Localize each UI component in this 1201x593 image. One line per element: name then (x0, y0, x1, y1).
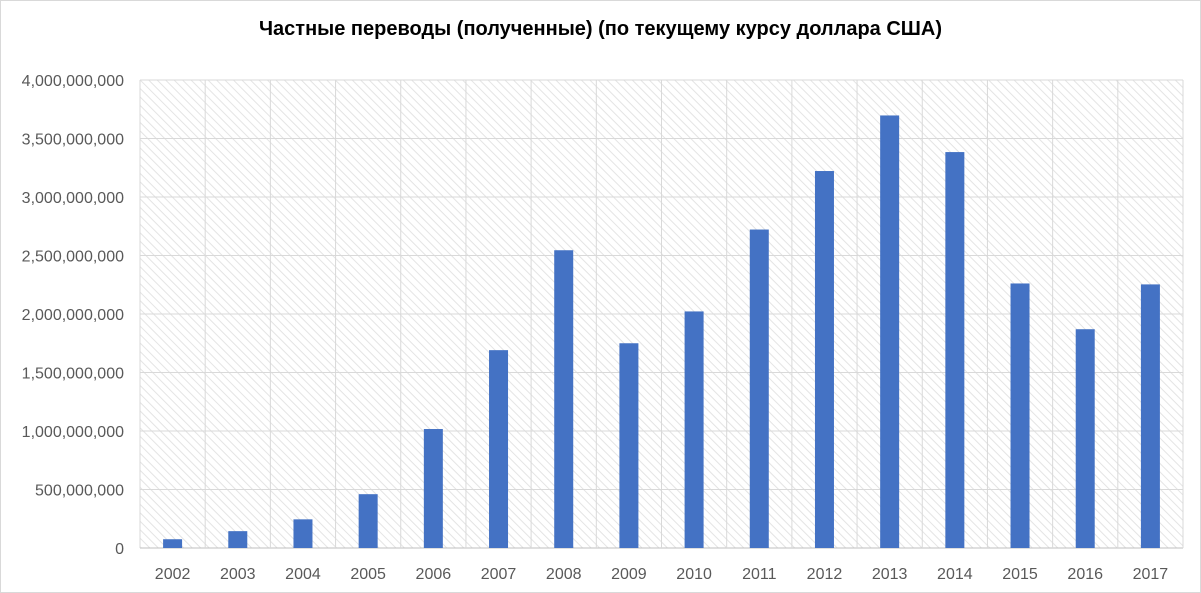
bar-2004 (293, 519, 313, 548)
bar-2017 (1140, 284, 1160, 548)
y-tick-label: 2,000,000,000 (22, 307, 124, 324)
y-tick-label: 3,500,000,000 (22, 132, 124, 149)
x-tick-label: 2004 (285, 566, 321, 583)
bar-2015 (1010, 283, 1030, 548)
bar-2010 (684, 311, 704, 548)
bar-2009 (619, 343, 639, 548)
bar-2003 (228, 531, 248, 548)
x-tick-label: 2009 (611, 566, 647, 583)
chart-title: Частные переводы (полученные) (по текуще… (258, 18, 943, 40)
y-tick-label: 4,000,000,000 (22, 73, 124, 90)
x-tick-label: 2017 (1133, 566, 1169, 583)
bar-2016 (1075, 329, 1095, 548)
y-tick-label: 0 (115, 541, 124, 558)
y-tick-label: 500,000,000 (35, 483, 124, 500)
x-tick-label: 2011 (742, 566, 777, 583)
x-tick-label: 2003 (220, 566, 256, 583)
x-tick-label: 2005 (350, 566, 386, 583)
x-tick-label: 2015 (1002, 566, 1038, 583)
y-tick-label: 1,000,000,000 (22, 424, 124, 441)
x-tick-label: 2013 (872, 566, 908, 583)
bar-2014 (945, 152, 965, 548)
x-tick-label: 2007 (481, 566, 517, 583)
bar-2012 (814, 171, 834, 548)
bar-2013 (880, 115, 900, 549)
x-axis-ticks: 2002 2003 2004 2005 2006 2007 2008 2009 2010 2011… (155, 566, 1169, 583)
y-tick-label: 3,000,000,000 (22, 190, 124, 207)
y-tick-label: 2,500,000,000 (22, 249, 124, 266)
bar-2006 (423, 429, 443, 548)
x-tick-label: 2006 (416, 566, 452, 583)
x-tick-label: 2010 (676, 566, 712, 583)
x-tick-label: 2002 (155, 566, 191, 583)
y-tick-label: 1,500,000,000 (22, 366, 124, 383)
bar-2011 (749, 229, 769, 548)
x-tick-label: 2012 (807, 566, 843, 583)
y-axis-ticks: 0 500,000,000 1,000,000,000 1,500,000,000 2,… (22, 73, 124, 558)
bar-2007 (489, 350, 509, 548)
bar-2008 (554, 250, 574, 549)
gridlines (139, 79, 1184, 549)
bars (163, 115, 1160, 549)
x-tick-label: 2014 (937, 566, 973, 583)
bar-2005 (358, 494, 378, 548)
bar-2002 (163, 539, 183, 548)
x-tick-label: 2008 (546, 566, 582, 583)
x-tick-label: 2016 (1067, 566, 1103, 583)
